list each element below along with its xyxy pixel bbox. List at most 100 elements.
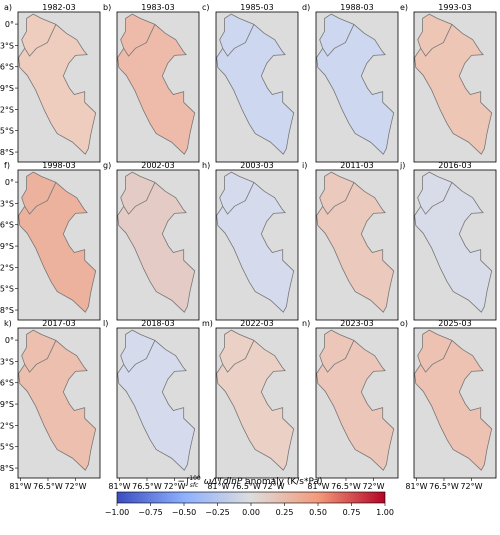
country-border bbox=[117, 329, 196, 471]
panel-frame bbox=[413, 11, 497, 163]
anomaly-field bbox=[18, 172, 96, 313]
colorbar-ticks: −1.00 −0.75 −0.50 −0.25 0.00 0.25 0.50 0.75 1.00 bbox=[105, 503, 394, 517]
lon-tick-label: 76.5°W bbox=[331, 482, 361, 491]
panel-frame bbox=[215, 169, 299, 321]
lat-tick-label: 15°S bbox=[0, 443, 14, 452]
map-panel: g) 2002-03 bbox=[103, 161, 200, 321]
lon-tick-label: 76.5°W bbox=[132, 482, 162, 491]
lat-tick-label: 0° bbox=[5, 336, 14, 345]
panel-title: 1983-03 bbox=[141, 3, 174, 12]
panel-label: b) bbox=[103, 3, 111, 12]
panel-label: f) bbox=[4, 161, 10, 170]
panel-label: c) bbox=[202, 3, 210, 12]
panel-title: 1982-03 bbox=[42, 3, 75, 12]
anomaly-field bbox=[117, 330, 195, 471]
lat-tick-label: 12°S bbox=[0, 421, 14, 430]
lon-tick-label: 72°W bbox=[460, 482, 482, 491]
country-border bbox=[414, 171, 493, 313]
panel-title: 2016-03 bbox=[438, 161, 471, 170]
panel-label: g) bbox=[103, 161, 111, 170]
label-lower: sfc bbox=[190, 482, 199, 489]
country-border bbox=[123, 24, 156, 57]
lon-tick-label: 81°W bbox=[307, 482, 329, 491]
anomaly-field bbox=[216, 14, 294, 155]
country-border bbox=[414, 329, 493, 471]
colorbar-label: −∫sfc100 ωΔTdlnP anomaly (K/s*Pa) bbox=[177, 475, 322, 489]
panel-frame bbox=[315, 169, 399, 321]
panel-label: n) bbox=[302, 319, 310, 328]
label-prefix: −∫ bbox=[177, 477, 190, 487]
country-border bbox=[24, 24, 57, 57]
panel-title: 2025-03 bbox=[438, 319, 471, 328]
panel-label: e) bbox=[400, 3, 408, 12]
lat-tick-label: 12°S bbox=[0, 263, 14, 272]
lon-tick-label: 81°W bbox=[207, 482, 229, 491]
panel-label: i) bbox=[302, 161, 307, 170]
map-panel: b) 1983-03 bbox=[103, 3, 200, 163]
colorbar-tick-label: −1.00 bbox=[105, 508, 130, 517]
colorbar-tick-label: −0.75 bbox=[138, 508, 163, 517]
panel-frame bbox=[116, 11, 200, 163]
panel-frame bbox=[315, 327, 399, 479]
country-border bbox=[216, 329, 295, 471]
lat-tick-label: 6°S bbox=[0, 379, 14, 388]
country-border bbox=[123, 182, 156, 215]
lat-tick-label: 18°S bbox=[0, 464, 14, 473]
panel-frame bbox=[413, 327, 497, 479]
anomaly-field bbox=[316, 172, 394, 313]
map-panel: a) 1982-03 0° 3°S 6°S 9°S 12°S 15°S 18°S bbox=[0, 3, 101, 163]
colorbar-tick-label: 0.50 bbox=[309, 508, 327, 517]
country-border bbox=[420, 182, 453, 215]
lon-tick-label: 76.5°W bbox=[231, 482, 261, 491]
panel-label: o) bbox=[400, 319, 408, 328]
panel-title: 2002-03 bbox=[141, 161, 174, 170]
country-border bbox=[420, 340, 453, 373]
colorbar-tick-label: 0.00 bbox=[242, 508, 260, 517]
country-border bbox=[18, 13, 97, 155]
anomaly-field bbox=[216, 330, 294, 471]
country-border bbox=[24, 340, 57, 373]
lat-tick-label: 9°S bbox=[0, 400, 14, 409]
lat-tick-label: 3°S bbox=[0, 41, 14, 50]
label-upper: 100 bbox=[189, 475, 201, 482]
panel-frame bbox=[17, 11, 101, 163]
colorbar-tick-label: −0.25 bbox=[205, 508, 230, 517]
lat-tick-label: 12°S bbox=[0, 105, 14, 114]
map-panel: k) 2017-03 0° 3°S 6°S 9°S 12°S 15°S 18°S 81°W76.5… bbox=[0, 319, 101, 491]
country-border bbox=[316, 329, 395, 471]
lon-tick-label: 72°W bbox=[362, 482, 384, 491]
lat-tick-label: 0° bbox=[5, 178, 14, 187]
panel-label: d) bbox=[302, 3, 310, 12]
anomaly-field bbox=[414, 14, 492, 155]
lon-tick-label: 76.5°W bbox=[33, 482, 63, 491]
anomaly-field bbox=[414, 330, 492, 471]
country-border bbox=[216, 171, 295, 313]
panel-frame bbox=[17, 169, 101, 321]
lat-tick-label: 15°S bbox=[0, 127, 14, 136]
country-border bbox=[18, 171, 97, 313]
panel-title: 2011-03 bbox=[340, 161, 373, 170]
map-panel: j) 2016-03 bbox=[399, 161, 497, 321]
panel-frame bbox=[413, 169, 497, 321]
panel-title: 1985-03 bbox=[240, 3, 273, 12]
panel-title: 1988-03 bbox=[340, 3, 373, 12]
country-border bbox=[316, 13, 395, 155]
panel-title: 1993-03 bbox=[438, 3, 471, 12]
lat-tick-label: 18°S bbox=[0, 306, 14, 315]
country-border bbox=[322, 24, 355, 57]
anomaly-field bbox=[216, 172, 294, 313]
panel-label: k) bbox=[4, 319, 12, 328]
panel-title: 2018-03 bbox=[141, 319, 174, 328]
colorbar-tick-label: 1.00 bbox=[376, 508, 394, 517]
panel-frame bbox=[215, 11, 299, 163]
map-panel: n) 2023-03 81°W 76.5°W 72°W bbox=[302, 319, 399, 491]
anomaly-field bbox=[18, 14, 96, 155]
lon-tick-label: 81°W bbox=[9, 482, 31, 491]
panel-frame bbox=[116, 169, 200, 321]
label-suffix: anomaly (K/s*Pa) bbox=[242, 477, 322, 487]
anomaly-field bbox=[18, 330, 96, 471]
anomaly-field bbox=[316, 330, 394, 471]
lat-tick-label: 6°S bbox=[0, 63, 14, 72]
panel-title: 2023-03 bbox=[340, 319, 373, 328]
anomaly-field bbox=[117, 14, 195, 155]
